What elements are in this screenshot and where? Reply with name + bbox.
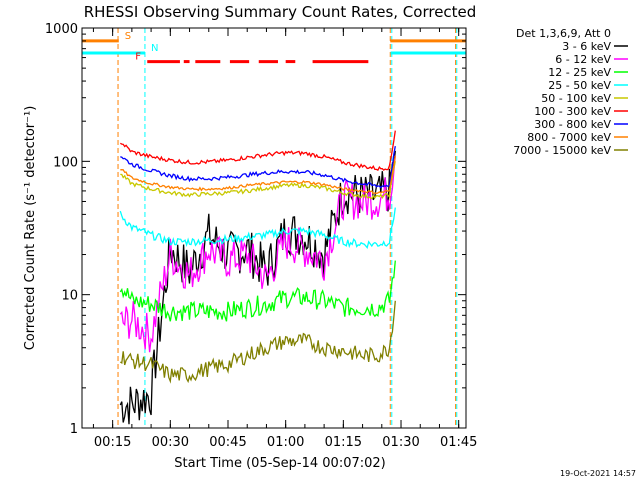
series-line xyxy=(120,155,396,195)
x-tick-label: 00:15 xyxy=(94,435,131,450)
footer-timestamp: 19-Oct-2021 14:57 xyxy=(560,469,636,478)
legend-label: 7000 - 15000 keV xyxy=(513,144,611,157)
x-axis: 00:15 00:30 00:45 01:00 01:15 01:30 01:45 xyxy=(92,28,477,450)
x-tick-label: 01:30 xyxy=(382,435,419,450)
x-tick-label: 00:45 xyxy=(209,435,246,450)
flag-label: N xyxy=(151,43,158,54)
y-tick-label: 10 xyxy=(61,289,78,304)
flag-label: F xyxy=(135,52,141,63)
plot-frame xyxy=(81,27,467,429)
y-tick-label: 100 xyxy=(53,155,78,170)
flag-label: S xyxy=(125,31,131,42)
y-axis: 1 10 100 1000 xyxy=(45,22,466,437)
series-line xyxy=(119,155,396,353)
y-axis-label: Corrected Count Rate (s⁻¹ detector⁻¹) xyxy=(23,106,38,351)
legend-label: 800 - 7000 keV xyxy=(527,131,611,144)
legend-label: 6 - 12 keV xyxy=(555,53,611,66)
series-line xyxy=(120,145,396,189)
series-line xyxy=(119,150,396,425)
series-line xyxy=(119,300,396,384)
x-tick-label: 01:45 xyxy=(440,435,477,450)
x-tick-label: 00:30 xyxy=(152,435,189,450)
series-line xyxy=(119,207,396,249)
y-tick-label: 1000 xyxy=(45,22,78,37)
legend-label: 100 - 300 keV xyxy=(534,105,611,118)
chart-title: RHESSI Observing Summary Count Rates, Co… xyxy=(84,3,477,21)
legend-title: Det 1,3,6,9, Att 0 xyxy=(516,27,611,40)
series-lines xyxy=(119,130,396,425)
series-line xyxy=(119,260,396,322)
y-tick-label: 1 xyxy=(70,422,78,437)
series-line xyxy=(120,161,396,200)
legend-label: 50 - 100 keV xyxy=(541,92,611,105)
flag-bars: S NF xyxy=(82,28,466,428)
series-line xyxy=(119,130,396,171)
legend-label: 12 - 25 keV xyxy=(548,66,611,79)
x-tick-label: 01:00 xyxy=(267,435,304,450)
x-axis-label: Start Time (05-Sep-14 00:07:02) xyxy=(174,456,385,471)
legend-label: 3 - 6 keV xyxy=(562,40,611,53)
legend-label: 300 - 800 keV xyxy=(534,118,611,131)
legend-label: 25 - 50 keV xyxy=(548,79,611,92)
x-tick-label: 01:15 xyxy=(325,435,362,450)
